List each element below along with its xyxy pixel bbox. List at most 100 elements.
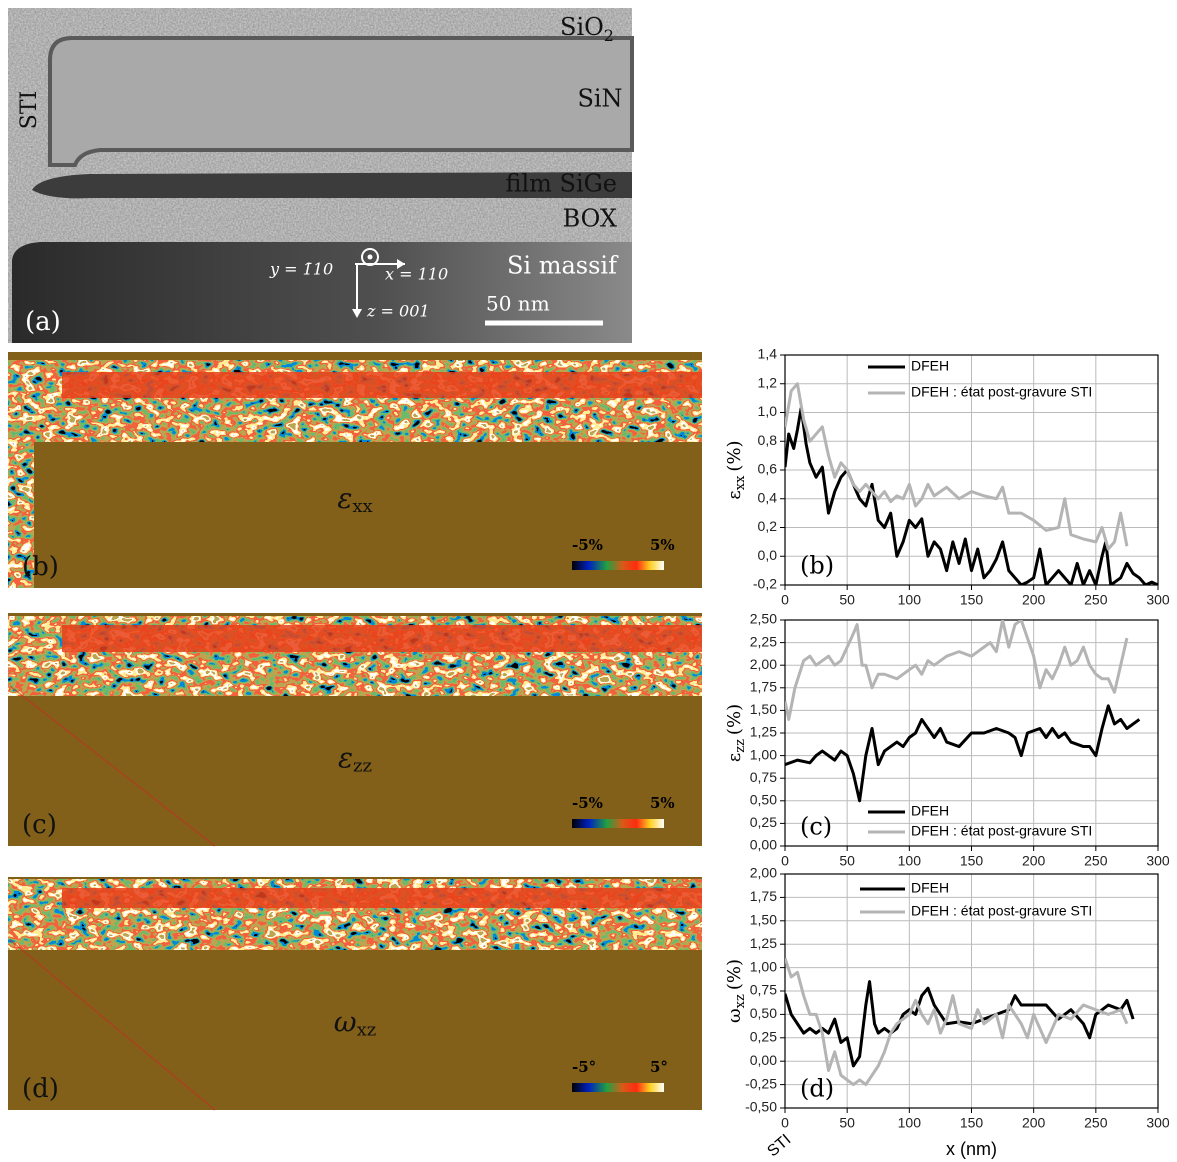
y-tick-label: 1,2 [758, 374, 778, 390]
y-tick-label: 1,75 [750, 679, 777, 695]
y-axis-label: εzz(%) [724, 704, 748, 762]
map-stripe [62, 625, 702, 652]
y-tick-label: 0,50 [750, 792, 777, 808]
x-tick-label: 200 [1022, 592, 1046, 608]
y-tick-label: 0,8 [758, 432, 778, 448]
strain-map: ωxz -5° 5° (d) [8, 877, 702, 1111]
line-chart: 0 50 100 150 200 250 300 -0,50 -0,25 0,00 0,25 0,50… [724, 865, 1170, 1161]
map-stripe [62, 888, 702, 908]
colorbar [572, 1083, 664, 1092]
x-tick-label: 250 [1084, 1115, 1108, 1131]
map-diagonal [9, 685, 216, 847]
y-tick-label: 0,00 [750, 837, 777, 853]
panel-label: (d) [800, 1075, 834, 1103]
colorbar [572, 819, 664, 828]
y-tick-label: 0,2 [758, 518, 778, 534]
y-tick-label: 1,0 [758, 403, 778, 419]
y-tick-label: 0,25 [750, 814, 777, 830]
panel-label: (b) [800, 552, 834, 580]
si-label: Si massif [507, 252, 619, 280]
colorbar-max: 5% [650, 794, 675, 812]
y-tick-label: 0,0 [758, 547, 778, 563]
tem-image [8, 8, 634, 343]
strain-map: εzz -5% 5% (c) [8, 613, 702, 847]
colorbar-min: -5% [572, 794, 603, 812]
x-tick-label: 200 [1022, 853, 1046, 869]
y-tick-label: 2,25 [750, 633, 777, 649]
legend-label: DFEH [911, 803, 949, 819]
line-chart: 0 50 100 150 200 250 300 -0,2 0,0 0,2 0,4 0,6 0,8 1,0… [724, 346, 1170, 608]
x-direction: x = 110 [385, 265, 448, 284]
y-direction: y = 1̄10 [269, 260, 333, 279]
x-tick-label: 100 [898, 1115, 922, 1131]
y-tick-label: -0,25 [745, 1075, 777, 1091]
x-tick-label: 300 [1146, 1115, 1170, 1131]
film-label: film SiGe [505, 170, 617, 198]
strain-map: εxx -5% 5% (b) [8, 352, 702, 588]
x-tick-label: 250 [1084, 853, 1108, 869]
plot-frame [784, 873, 1159, 1109]
y-tick-label: 2,00 [750, 865, 777, 881]
x-axis-label: x (nm) [946, 1139, 997, 1159]
map-symbol: εxx [337, 482, 372, 518]
panel-label: (c) [22, 810, 57, 840]
map-stripe [62, 372, 702, 398]
y-axis-label: εxx(%) [724, 440, 748, 499]
x-tick-label: 200 [1022, 1115, 1046, 1131]
y-tick-label: 1,25 [750, 724, 777, 740]
panel-label: (c) [800, 813, 832, 841]
y-tick-label: 1,50 [750, 701, 777, 717]
map-noise-edge [8, 360, 34, 588]
x-tick-label: 150 [960, 592, 984, 608]
y-tick-label: -0,2 [753, 576, 777, 592]
box-label: BOX [563, 205, 617, 233]
map-diagonal [9, 939, 216, 1111]
map-symbol: εzz [338, 741, 372, 777]
data-line [785, 957, 1129, 1087]
x-tick-label: 0 [781, 592, 789, 608]
x-tick-label: 300 [1146, 592, 1170, 608]
y-tick-label: 2,50 [750, 611, 777, 627]
z-direction: z = 001 [366, 302, 430, 321]
y-tick-label: 2,00 [750, 656, 777, 672]
legend-label: DFEH : état post-gravure STI [911, 823, 1092, 839]
colorbar-min: -5% [572, 536, 603, 554]
x-tick-label: 300 [1146, 853, 1170, 869]
y-tick-label: 0,50 [750, 1005, 777, 1021]
x-tick-label: 150 [960, 1115, 984, 1131]
plot-frame [784, 619, 1159, 847]
y-axis-label: ωxz(%) [724, 959, 748, 1023]
panel-label: (a) [25, 307, 61, 337]
colorbar [572, 561, 664, 570]
y-tick-label: -0,50 [745, 1099, 777, 1115]
legend-label: DFEH [911, 880, 949, 896]
y-tick-label: 1,4 [758, 346, 778, 362]
x-tick-label: 100 [898, 592, 922, 608]
x-tick-label: 50 [839, 592, 855, 608]
data-line [785, 620, 1129, 721]
sin-label: SiN [577, 85, 622, 113]
map-symbol: ωxz [334, 1005, 376, 1041]
colorbar-max: 5% [650, 536, 675, 554]
legend-label: DFEH [911, 358, 949, 374]
line-chart: 0 50 100 150 200 250 300 0,00 0,25 0,50 0,75 1,00 1,… [724, 611, 1170, 869]
data-line [785, 704, 1141, 803]
y-tick-label: 0,00 [750, 1052, 777, 1068]
y-tick-label: 1,00 [750, 746, 777, 762]
x-tick-label: 0 [781, 853, 789, 869]
data-line [785, 406, 1158, 585]
y-tick-label: 1,00 [750, 958, 777, 974]
panel-label: (d) [22, 1074, 59, 1104]
colorbar-max: 5° [650, 1058, 668, 1076]
x-tick-label: 250 [1084, 592, 1108, 608]
colorbar-min: -5° [572, 1058, 596, 1076]
y-tick-label: 1,25 [750, 935, 777, 951]
y-tick-label: 1,75 [750, 888, 777, 904]
data-line [785, 382, 1129, 551]
y-tick-label: 1,50 [750, 912, 777, 928]
x-tick-label: 50 [839, 1115, 855, 1131]
y-tick-label: 0,25 [750, 1029, 777, 1045]
scale-label: 50 nm [486, 292, 550, 316]
y-tick-label: 0,75 [750, 769, 777, 785]
